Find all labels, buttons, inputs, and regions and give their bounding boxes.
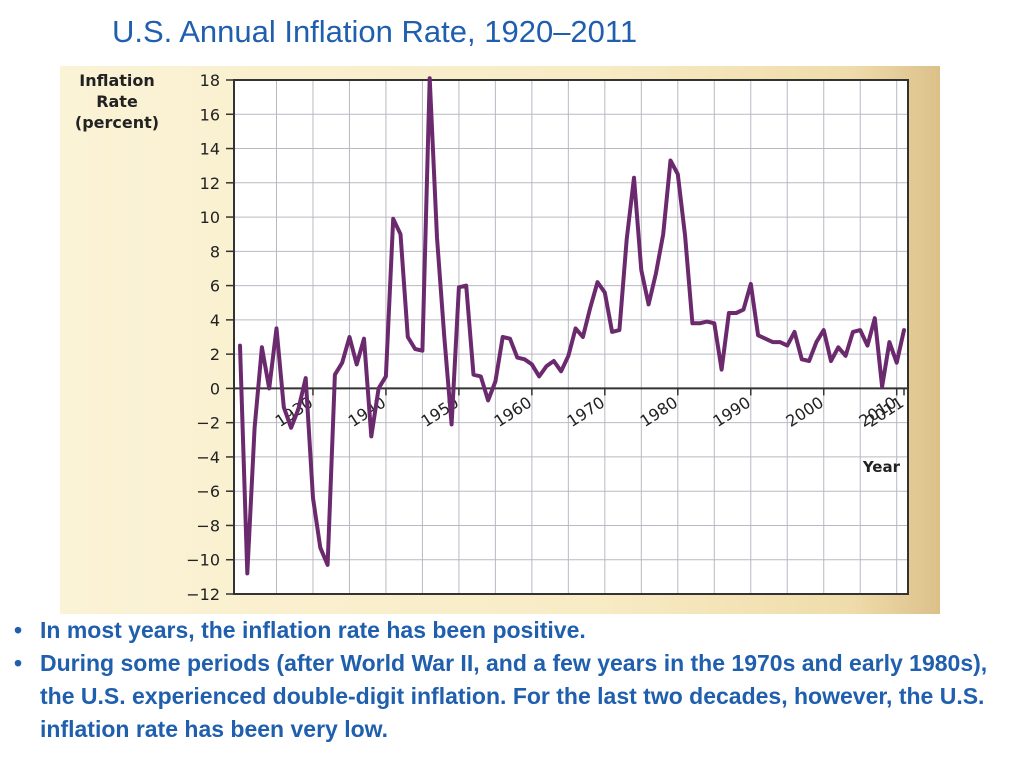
inflation-chart: 18 16 14 12 10 8 6 4 2 0 −2 −4 −6 −8 −10 −12 Inflation R…	[75, 71, 909, 604]
y-tick-label: 12	[200, 174, 220, 193]
bullet-item: • In most years, the inflation rate has b…	[14, 614, 1014, 647]
plot-background	[234, 80, 908, 594]
plot-frame	[233, 79, 909, 595]
y-axis: 18 16 14 12 10 8 6 4 2 0 −2 −4 −6 −8 −10 −12	[186, 71, 234, 604]
y-tick-label: 4	[210, 311, 220, 330]
y-axis-title: Inflation Rate (percent)	[75, 71, 159, 132]
bullet-text: In most years, the inflation rate has be…	[40, 617, 586, 643]
inflation-series-line	[238, 76, 906, 576]
bullet-text: During some periods (after World War II,…	[40, 650, 988, 742]
x-axis-title: Year	[862, 458, 901, 476]
chart-panel: 18 16 14 12 10 8 6 4 2 0 −2 −4 −6 −8 −10 −12 Inflation R…	[60, 66, 940, 614]
y-axis-title-line: Inflation	[79, 71, 155, 90]
y-tick-label: 14	[200, 140, 220, 159]
y-tick-label: 6	[210, 277, 220, 296]
y-tick-label: 2	[210, 345, 220, 364]
y-tick-label: −2	[196, 414, 220, 433]
y-tick-label: 0	[210, 379, 220, 398]
bullet-marker: •	[14, 650, 23, 676]
bullet-marker: •	[14, 617, 23, 643]
y-tick-label: 10	[200, 208, 220, 227]
series-layer	[238, 76, 906, 576]
y-tick-label: 8	[210, 242, 220, 261]
y-tick-label: 18	[200, 71, 220, 90]
slide-title: U.S. Annual Inflation Rate, 1920–2011	[112, 14, 638, 49]
y-axis-title-line: Rate	[96, 92, 138, 111]
bullet-item: • During some periods (after World War II…	[14, 647, 1014, 746]
y-axis-title-line: (percent)	[75, 113, 159, 132]
y-tick-label: −6	[196, 482, 220, 501]
y-tick-label: −12	[186, 585, 220, 604]
y-tick-label: −8	[196, 516, 220, 535]
bullet-list: • In most years, the inflation rate has b…	[14, 614, 1014, 746]
y-tick-label: −4	[196, 448, 220, 467]
grid-lines	[234, 79, 908, 595]
y-tick-label: −10	[186, 551, 220, 570]
y-tick-label: 16	[200, 105, 220, 124]
